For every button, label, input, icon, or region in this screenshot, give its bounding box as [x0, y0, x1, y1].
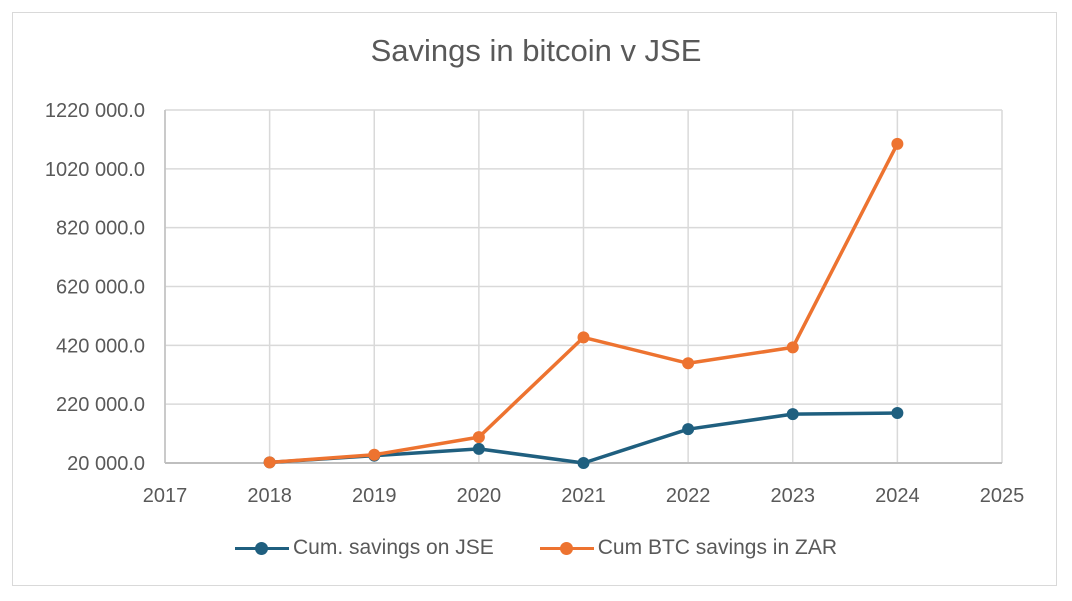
data-point	[368, 448, 381, 461]
data-point	[577, 457, 590, 469]
x-tick-label: 2023	[771, 485, 816, 507]
x-tick-label: 2017	[143, 485, 188, 507]
legend-marker-icon	[235, 541, 289, 555]
y-tick-label: 620 000.0	[56, 277, 145, 299]
x-tick-label: 2020	[457, 485, 502, 507]
y-tick-label: 1220 000.0	[45, 100, 145, 122]
legend-label: Cum. savings on JSE	[293, 536, 494, 559]
y-tick-label: 220 000.0	[56, 394, 145, 416]
chart-title: Savings in bitcoin v JSE	[370, 33, 702, 68]
data-point	[891, 406, 904, 419]
legend: Cum. savings on JSE Cum BTC savings in Z…	[0, 536, 1072, 560]
y-tick-label: 420 000.0	[56, 335, 145, 357]
y-tick-label: 20 000.0	[67, 453, 145, 475]
legend-item-jse: Cum. savings on JSE	[235, 536, 494, 560]
y-tick-label: 1020 000.0	[45, 159, 145, 181]
legend-label: Cum BTC savings in ZAR	[597, 536, 837, 559]
x-tick-label: 2019	[352, 485, 397, 507]
data-point	[786, 408, 799, 421]
x-tick-label: 2024	[875, 485, 920, 507]
legend-marker-icon	[539, 541, 594, 555]
chart-frame	[12, 12, 1057, 586]
x-tick-label: 2018	[247, 485, 292, 507]
y-tick-label: 820 000.0	[56, 218, 145, 240]
data-point	[472, 442, 485, 455]
data-point	[786, 341, 799, 354]
legend-item-btc: Cum BTC savings in ZAR	[539, 536, 837, 560]
data-point	[682, 423, 695, 436]
data-point	[682, 357, 695, 370]
data-point	[472, 431, 485, 444]
data-point	[577, 331, 590, 344]
x-tick-label: 2022	[666, 485, 711, 507]
x-tick-label: 2021	[561, 485, 606, 507]
data-point	[263, 456, 276, 469]
x-tick-label: 2025	[980, 485, 1025, 507]
data-point	[891, 137, 904, 150]
